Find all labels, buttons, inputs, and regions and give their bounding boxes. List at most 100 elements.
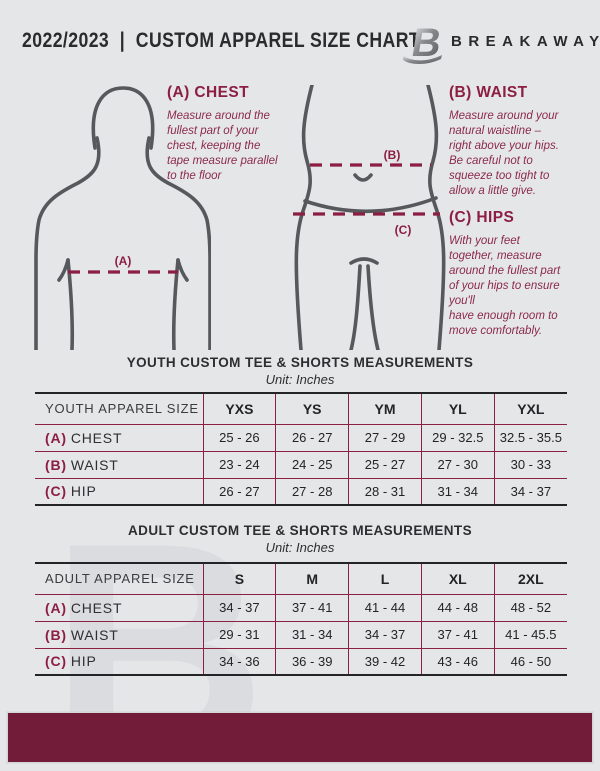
youth-header-row: YOUTH APPAREL SIZE YXS YS YM YL YXL (35, 393, 567, 424)
adult-table-corner-label: ADULT APPAREL SIZE (45, 571, 195, 587)
measurement-cell: 41 - 44 (348, 593, 422, 621)
chest-guide-text: Measure around the fullest part of your … (167, 110, 278, 182)
measurement-cell: 41 - 45.5 (493, 620, 567, 648)
row-label: (C) HIP (35, 477, 203, 505)
breakaway-logo-icon: B (403, 20, 445, 65)
row-name: CHEST (70, 599, 123, 616)
measurement-cell: 23 - 24 (202, 450, 276, 478)
measurement-cell: 36 - 39 (275, 647, 349, 675)
navel-mark (353, 173, 373, 182)
youth-table-corner-label: YOUTH APPAREL SIZE (45, 401, 199, 417)
youth-unit-label: Unit: Inches (265, 372, 335, 387)
size-col-header: YS (275, 393, 349, 424)
measurement-cell: 25 - 26 (202, 423, 276, 451)
left-inner-leg (349, 264, 362, 350)
youth-waist-row: (B) WAIST 23 - 24 24 - 25 25 - 27 27 - 30… (35, 450, 567, 478)
hips-guide-heading: (C) HIPS (449, 209, 515, 226)
hips-guide: (C) HIPS With your feet together, measur… (449, 209, 591, 339)
page-title: 2022/2023 | CUSTOM APPAREL SIZE CHART (22, 29, 421, 52)
adult-hip-row: (C) HIP 34 - 36 36 - 39 39 - 42 43 - 46 4… (35, 647, 567, 675)
youth-chest-row: (A) CHEST 25 - 26 26 - 27 27 - 29 29 - 32… (35, 423, 567, 451)
measurement-cell: 27 - 29 (348, 423, 422, 451)
measurement-cell: 39 - 42 (348, 647, 422, 675)
measurement-cell: 44 - 48 (420, 593, 495, 621)
youth-section-title: YOUTH CUSTOM TEE & SHORTS MEASUREMENTS (126, 355, 474, 370)
row-name: HIP (70, 483, 97, 500)
measurement-cell: 24 - 25 (275, 450, 349, 478)
right-inner-arm (171, 258, 180, 350)
measurement-cell: 31 - 34 (420, 477, 495, 505)
row-label: (C) HIP (35, 647, 203, 675)
measurement-cell: 27 - 28 (275, 477, 349, 505)
measurement-cell: 30 - 33 (493, 450, 567, 478)
measurement-cell: 32.5 - 35.5 (493, 423, 567, 451)
hip-line-label: (C) (395, 223, 412, 237)
measurement-cell: 34 - 37 (202, 593, 276, 621)
measurement-cell: 29 - 31 (202, 620, 276, 648)
row-name: WAIST (70, 626, 119, 643)
measurement-cell: 28 - 31 (348, 477, 422, 505)
right-body-outline (426, 85, 446, 350)
chest-guide-heading: (A) CHEST (167, 84, 249, 101)
measurement-cell: 25 - 27 (348, 450, 422, 478)
size-col-header: YXS (202, 393, 276, 424)
row-name: CHEST (70, 429, 123, 446)
hips-figure: (B) (C) (293, 85, 446, 350)
measurement-cell: 27 - 30 (420, 450, 495, 478)
measurement-cell: 43 - 46 (420, 647, 495, 675)
measurement-cell: 37 - 41 (275, 593, 349, 621)
head-outline (91, 86, 155, 150)
hips-guide-text: With your feet together, measure around … (449, 235, 561, 337)
left-inner-arm (66, 258, 75, 350)
row-label: (A) CHEST (35, 423, 203, 451)
measurement-cell: 37 - 41 (420, 620, 495, 648)
row-prefix: (B) (45, 626, 67, 643)
right-shoulder-arm-outline (145, 136, 211, 350)
size-col-header: YM (348, 393, 422, 424)
row-prefix: (B) (45, 456, 67, 473)
measurement-cell: 26 - 27 (275, 423, 349, 451)
size-col-header: XL (420, 563, 495, 594)
size-col-header: M (275, 563, 349, 594)
row-prefix: (A) (45, 429, 67, 446)
row-label: (B) WAIST (35, 620, 203, 648)
waist-guide-text: Measure around your natural waistline – … (449, 110, 559, 197)
right-armpit-crease (176, 258, 189, 282)
row-name: WAIST (70, 456, 119, 473)
left-body-outline (294, 85, 314, 350)
adult-chest-row: (A) CHEST 34 - 37 37 - 41 41 - 44 44 - 48… (35, 593, 567, 621)
measurement-cell: 46 - 50 (493, 647, 567, 675)
size-col-header: YXL (493, 393, 567, 424)
row-prefix: (C) (45, 653, 67, 670)
row-label: (B) WAIST (35, 450, 203, 478)
adult-waist-row: (B) WAIST 29 - 31 31 - 34 34 - 37 37 - 41… (35, 620, 567, 648)
hip-curve (303, 196, 438, 214)
measurement-cell: 34 - 37 (348, 620, 422, 648)
row-prefix: (C) (45, 483, 67, 500)
measurement-cell: 34 - 36 (202, 647, 276, 675)
row-label: (A) CHEST (35, 593, 203, 621)
size-col-header: L (348, 563, 422, 594)
left-shoulder-arm-outline (34, 136, 101, 350)
measurement-cell: 48 - 52 (493, 593, 567, 621)
size-col-header: S (202, 563, 276, 594)
measurement-cell: 26 - 27 (202, 477, 276, 505)
adult-section-title: ADULT CUSTOM TEE & SHORTS MEASUREMENTS (128, 523, 472, 538)
footer-bar (7, 712, 593, 763)
waist-guide: (B) WAIST Measure around your natural wa… (449, 84, 584, 199)
brand-name: BREAKAWAY (451, 33, 600, 50)
chest-guide: (A) CHEST Measure around the fullest par… (167, 84, 307, 184)
youth-size-table: YOUTH APPAREL SIZE YXS YS YM YL YXL (A) C… (35, 392, 567, 506)
adult-unit-label: Unit: Inches (265, 540, 335, 555)
waist-guide-heading: (B) WAIST (449, 84, 528, 101)
crotch-curve (349, 257, 379, 265)
adult-header-row: ADULT APPAREL SIZE S M L XL 2XL (35, 563, 567, 594)
measurement-cell: 34 - 37 (493, 477, 567, 505)
waist-line-label: (B) (384, 148, 401, 162)
right-inner-leg (366, 264, 380, 350)
size-col-header: YL (420, 393, 495, 424)
row-prefix: (A) (45, 599, 67, 616)
logo-swoosh (403, 55, 442, 64)
youth-hip-row: (C) HIP 26 - 27 27 - 28 28 - 31 31 - 34 3… (35, 477, 567, 505)
